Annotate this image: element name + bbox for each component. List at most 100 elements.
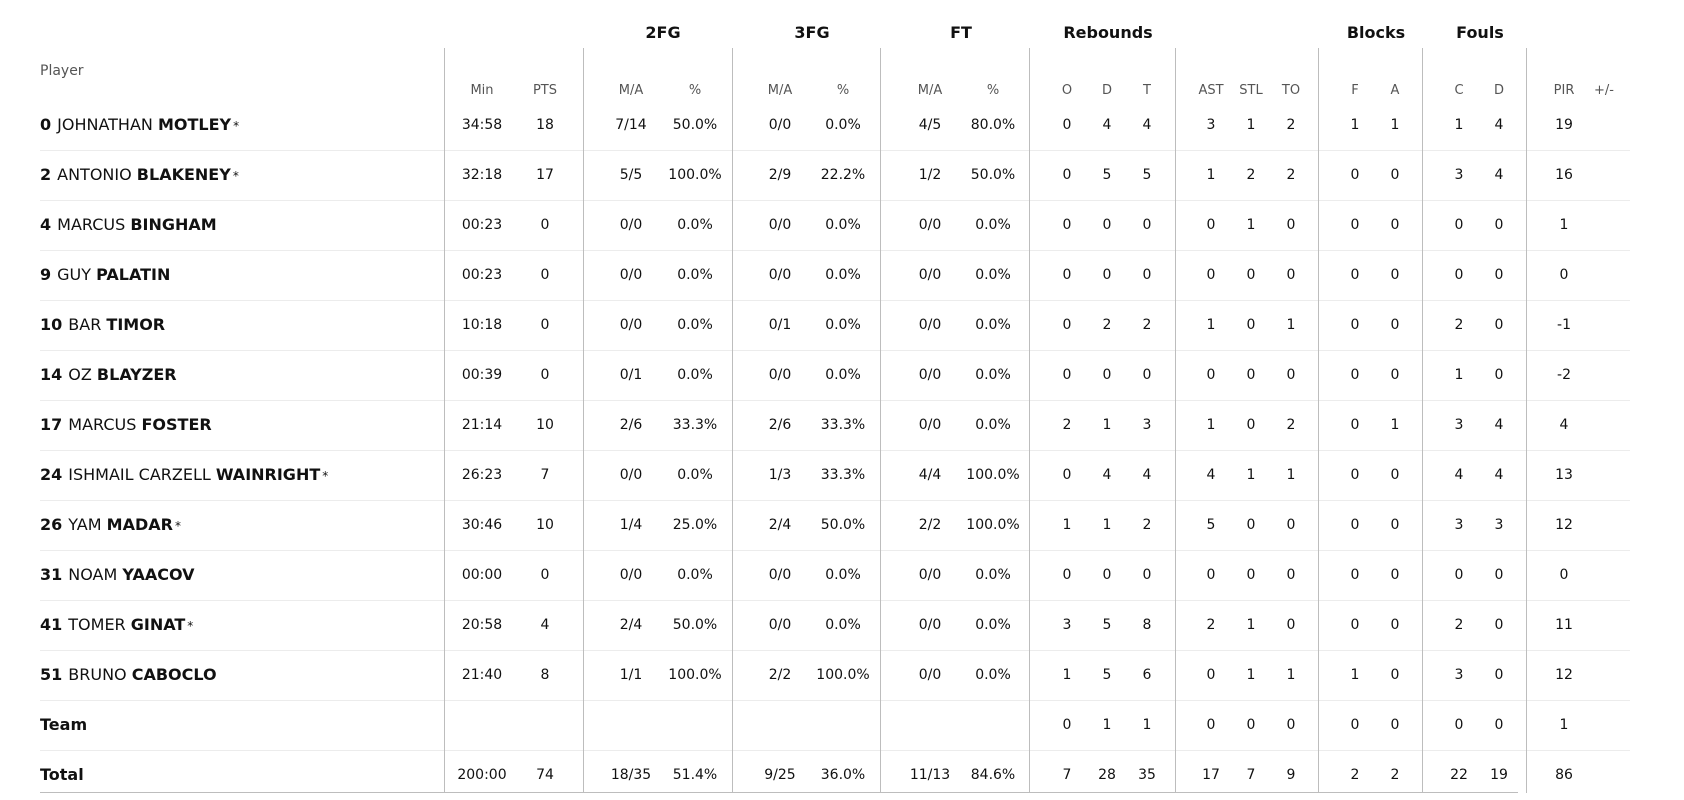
player-name[interactable]: 9 GUY PALATIN — [40, 250, 430, 300]
player-number: 51 — [40, 665, 63, 684]
stat-to: 1 — [1286, 467, 1296, 483]
player-name[interactable]: 26 YAM MADAR * — [40, 500, 430, 550]
stat-two-pct: 33.3% — [672, 417, 718, 433]
stat-reb-t: 4 — [1142, 467, 1152, 483]
table-row[interactable]: 17 MARCUS FOSTER 21:14 10 2/6 33.3% 2/6 33.3% 0/… — [40, 400, 1630, 451]
stat-three-pct: 0.0% — [825, 567, 861, 583]
player-first-name: OZ — [68, 365, 92, 384]
stat-reb-o: 0 — [1062, 467, 1072, 483]
stat-reb-d: 5 — [1102, 167, 1112, 183]
player-first-name: MARCUS — [57, 215, 126, 234]
stat-pts: 0 — [540, 217, 550, 233]
player-name[interactable]: 0 JOHNATHAN MOTLEY * — [40, 100, 430, 150]
player-last-name: PALATIN — [96, 265, 171, 284]
stat-pir: 0 — [1559, 267, 1569, 283]
stat-blk-f: 0 — [1350, 167, 1360, 183]
total-stat-two-pct: 51.4% — [672, 767, 718, 783]
stat-three-ma: 0/0 — [768, 117, 792, 133]
stat-reb-o: 2 — [1062, 417, 1072, 433]
stat-stl: 0 — [1246, 417, 1256, 433]
player-name[interactable]: 17 MARCUS FOSTER — [40, 400, 430, 450]
stat-two-ma: 5/5 — [619, 167, 643, 183]
stat-foul-d: 4 — [1494, 467, 1504, 483]
player-name[interactable]: 24 ISHMAIL CARZELL WAINRIGHT * — [40, 450, 430, 500]
stat-blk-a: 0 — [1390, 167, 1400, 183]
stat-three-ma: 0/0 — [768, 367, 792, 383]
stat-foul-c: 4 — [1454, 467, 1464, 483]
stat-reb-t: 3 — [1142, 417, 1152, 433]
team-stat-reb-d: 1 — [1102, 717, 1112, 733]
stat-blk-a: 0 — [1390, 617, 1400, 633]
player-name[interactable]: 14 OZ BLAYZER — [40, 350, 430, 400]
stat-reb-o: 0 — [1062, 317, 1072, 333]
column-divider — [444, 48, 445, 793]
team-stat-stl: 0 — [1246, 717, 1256, 733]
total-stat-ft-ma: 11/13 — [909, 767, 951, 783]
stat-reb-d: 0 — [1102, 567, 1112, 583]
table-row[interactable]: 41 TOMER GINAT * 20:58 4 2/4 50.0% 0/0 0.0% 0/0 0.… — [40, 600, 1630, 651]
stat-ft-ma: 0/0 — [918, 417, 942, 433]
group-header-two: 2FG — [645, 23, 681, 42]
stat-ft-ma: 2/2 — [918, 517, 942, 533]
column-header-blk-a: A — [1390, 83, 1400, 98]
table-row[interactable]: 51 BRUNO CABOCLO 21:40 8 1/1 100.0% 2/2 100.0% 0… — [40, 650, 1630, 701]
column-divider — [1318, 48, 1319, 793]
stat-three-ma: 0/0 — [768, 217, 792, 233]
player-name[interactable]: 4 MARCUS BINGHAM — [40, 200, 430, 250]
stat-pir: 13 — [1555, 467, 1573, 483]
stat-reb-o: 1 — [1062, 517, 1072, 533]
team-row: Team 0 1 1 0 0 0 0 0 0 0 1 — [40, 700, 1630, 751]
stat-min: 10:18 — [461, 317, 503, 333]
player-number: 41 — [40, 615, 63, 634]
stat-foul-c: 3 — [1454, 167, 1464, 183]
column-divider — [1526, 48, 1527, 793]
table-row[interactable]: 24 ISHMAIL CARZELL WAINRIGHT * 26:23 7 0/0 0.0… — [40, 450, 1630, 501]
player-last-name: FOSTER — [141, 415, 212, 434]
stat-foul-c: 0 — [1454, 217, 1464, 233]
table-row[interactable]: 0 JOHNATHAN MOTLEY * 34:58 18 7/14 50.0% 0/0 0.0… — [40, 100, 1630, 151]
player-first-name: ISHMAIL CARZELL — [68, 465, 211, 484]
stat-pir: 1 — [1559, 217, 1569, 233]
player-name[interactable]: 2 ANTONIO BLAKENEY * — [40, 150, 430, 200]
stat-reb-o: 0 — [1062, 117, 1072, 133]
stat-three-ma: 1/3 — [768, 467, 792, 483]
player-name[interactable]: 10 BAR TIMOR — [40, 300, 430, 350]
team-stat-reb-o: 0 — [1062, 717, 1072, 733]
stat-three-ma: 2/9 — [768, 167, 792, 183]
stat-foul-d: 0 — [1494, 567, 1504, 583]
column-header-reb-o: O — [1061, 83, 1073, 98]
table-row[interactable]: 14 OZ BLAYZER 00:39 0 0/1 0.0% 0/0 0.0% 0/0 0.0% 0… — [40, 350, 1630, 401]
stat-blk-f: 0 — [1350, 517, 1360, 533]
table-row[interactable]: 4 MARCUS BINGHAM 00:23 0 0/0 0.0% 0/0 0.0% 0/0 0.… — [40, 200, 1630, 251]
stat-two-ma: 0/0 — [619, 267, 643, 283]
stat-min: 21:40 — [461, 667, 503, 683]
team-label: Team — [40, 715, 88, 734]
stat-foul-d: 0 — [1494, 267, 1504, 283]
table-row[interactable]: 2 ANTONIO BLAKENEY * 32:18 17 5/5 100.0% 2/9 22.… — [40, 150, 1630, 201]
stat-blk-f: 1 — [1350, 667, 1360, 683]
stat-pir: 12 — [1555, 517, 1573, 533]
total-stat-blk-a: 2 — [1390, 767, 1400, 783]
player-first-name: TOMER — [68, 615, 126, 634]
stat-reb-d: 2 — [1102, 317, 1112, 333]
table-row[interactable]: 10 BAR TIMOR 10:18 0 0/0 0.0% 0/1 0.0% 0/0 0.0% 0 2… — [40, 300, 1630, 351]
table-row[interactable]: 31 NOAM YAACOV 00:00 0 0/0 0.0% 0/0 0.0% 0/0 0.0%… — [40, 550, 1630, 601]
stat-foul-c: 3 — [1454, 517, 1464, 533]
player-name[interactable]: 51 BRUNO CABOCLO — [40, 650, 430, 700]
stat-ast: 1 — [1206, 417, 1216, 433]
stat-three-pct: 100.0% — [816, 667, 870, 683]
player-name[interactable]: 31 NOAM YAACOV — [40, 550, 430, 600]
stat-foul-d: 0 — [1494, 617, 1504, 633]
stat-foul-c: 1 — [1454, 117, 1464, 133]
stat-stl: 0 — [1246, 317, 1256, 333]
stat-ft-pct: 80.0% — [970, 117, 1016, 133]
player-last-name: WAINRIGHT — [215, 465, 321, 484]
starter-marker: * — [233, 119, 240, 133]
player-last-name: MADAR — [106, 515, 173, 534]
column-header-ast: AST — [1198, 83, 1224, 98]
group-header-fouls: Fouls — [1456, 23, 1504, 42]
player-name[interactable]: 41 TOMER GINAT * — [40, 600, 430, 650]
table-row[interactable]: 26 YAM MADAR * 30:46 10 1/4 25.0% 2/4 50.0% 2/2 10… — [40, 500, 1630, 551]
table-row[interactable]: 9 GUY PALATIN 00:23 0 0/0 0.0% 0/0 0.0% 0/0 0.0% 0… — [40, 250, 1630, 301]
stat-ft-pct: 0.0% — [975, 217, 1011, 233]
